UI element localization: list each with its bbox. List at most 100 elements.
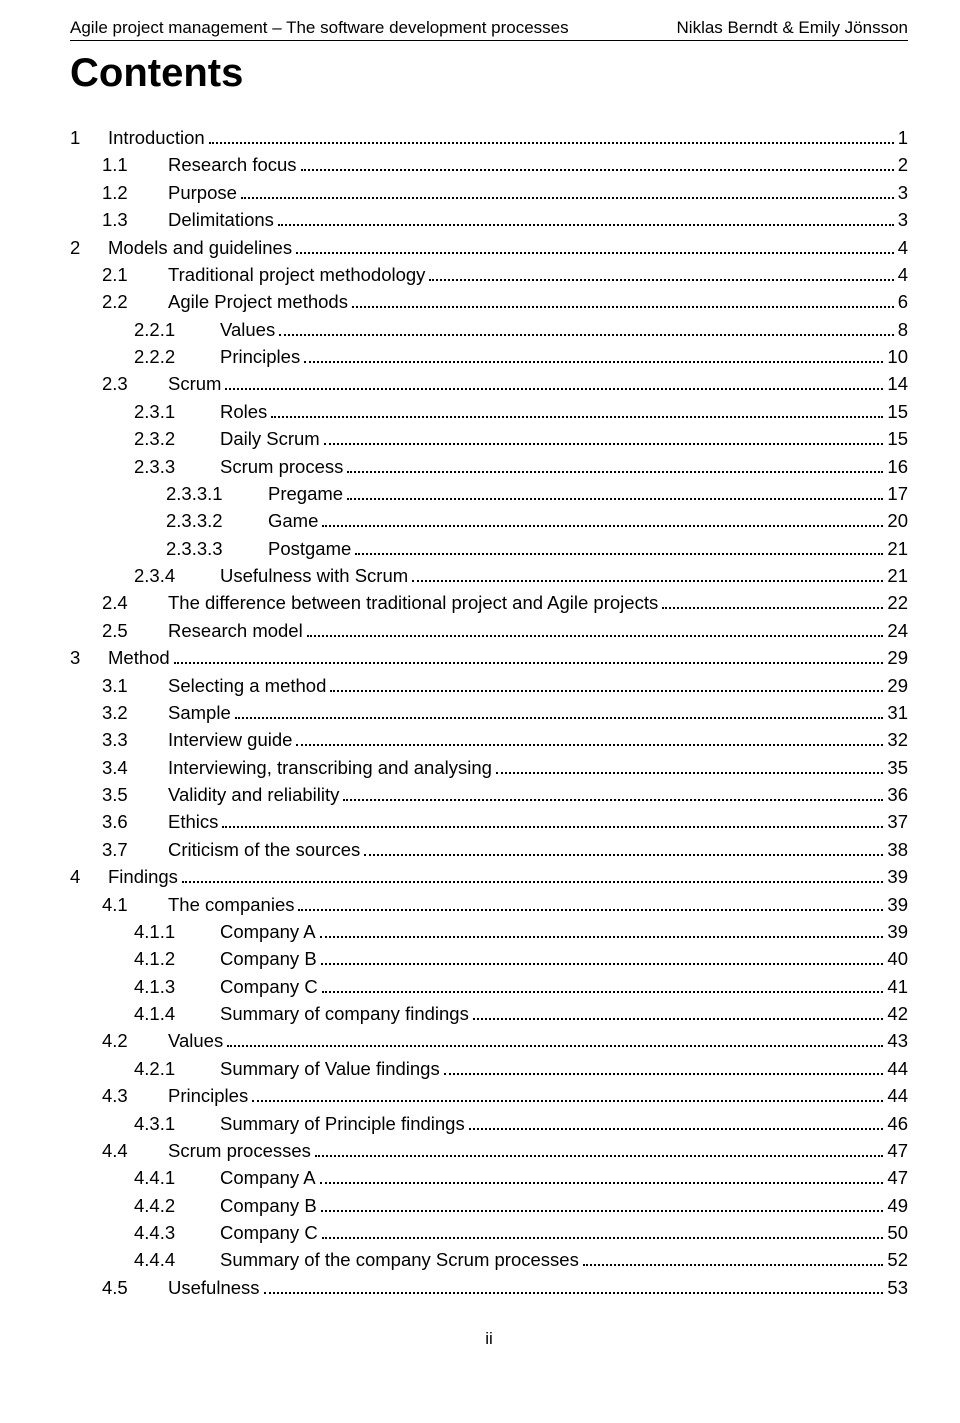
toc-entry-label: Postgame [268,535,351,562]
toc-leader-dots [320,1166,884,1185]
toc-entry-label: Method [108,644,170,671]
toc-leader-dots [278,207,894,226]
toc-entry-number: 2.3.3.2 [166,507,254,534]
toc-entry-label: Scrum [168,370,221,397]
toc-entry: 2.3.3.1Pregame17 [70,480,908,507]
toc-leader-dots [322,509,883,528]
toc-leader-dots [235,700,884,719]
toc-entry-number: 2.3.3 [134,453,206,480]
toc-entry-page: 15 [887,425,908,452]
toc-entry-page: 24 [887,617,908,644]
toc-entry-page: 29 [887,672,908,699]
toc-entry-page: 10 [887,343,908,370]
toc-entry-page: 44 [887,1082,908,1109]
toc-entry-page: 37 [887,808,908,835]
toc-entry-label: Pregame [268,480,343,507]
toc-entry-label: Values [220,316,275,343]
toc-entry-label: Research model [168,617,303,644]
toc-leader-dots [343,782,883,801]
toc-entry-number: 3.3 [102,726,154,753]
toc-entry-page: 47 [887,1164,908,1191]
toc-entry-page: 39 [887,863,908,890]
toc-entry-label: Summary of Principle findings [220,1110,465,1137]
toc-entry: 3.7Criticism of the sources38 [70,836,908,863]
toc-leader-dots [296,235,894,254]
toc-entry-label: Selecting a method [168,672,326,699]
toc-entry: 4.5Usefulness53 [70,1274,908,1301]
toc-entry-number: 4.4.4 [134,1246,206,1273]
toc-entry: 2.2.2Principles10 [70,343,908,370]
toc-entry-number: 2 [70,234,94,261]
toc-entry-page: 6 [898,288,908,315]
toc-entry: 4.1.4Summary of company findings42 [70,1000,908,1027]
toc-entry-label: Agile Project methods [168,288,348,315]
toc-leader-dots [315,1138,884,1157]
toc-leader-dots [271,399,883,418]
toc-leader-dots [222,810,883,829]
toc-entry-number: 4.1 [102,891,154,918]
toc-entry-page: 49 [887,1192,908,1219]
toc-leader-dots [182,864,883,883]
toc-entry: 2.3.4Usefulness with Scrum21 [70,562,908,589]
toc-entry-label: Ethics [168,808,218,835]
toc-leader-dots [444,1056,884,1075]
toc-entry-page: 43 [887,1027,908,1054]
toc-leader-dots [352,290,894,309]
toc-leader-dots [429,262,893,281]
toc-entry-number: 3.1 [102,672,154,699]
toc-entry-number: 1.3 [102,206,154,233]
toc-entry-page: 41 [887,973,908,1000]
toc-entry-label: Summary of Value findings [220,1055,440,1082]
toc-entry: 3.6Ethics37 [70,808,908,835]
toc-entry: 2.3.1Roles15 [70,398,908,425]
toc-entry-page: 17 [887,480,908,507]
toc-entry: 2.3Scrum14 [70,370,908,397]
toc-leader-dots [298,892,883,911]
toc-entry-page: 38 [887,836,908,863]
toc-entry: 1.1Research focus2 [70,151,908,178]
toc-entry: 4.4.4Summary of the company Scrum proces… [70,1246,908,1273]
toc-entry-page: 20 [887,507,908,534]
toc-entry: 4.2.1Summary of Value findings44 [70,1055,908,1082]
toc-entry: 4Findings39 [70,863,908,890]
toc-entry-page: 47 [887,1137,908,1164]
header-right: Niklas Berndt & Emily Jönsson [677,18,908,38]
toc-entry-label: Summary of company findings [220,1000,469,1027]
toc-entry: 4.1.2Company B40 [70,945,908,972]
toc-entry-page: 8 [898,316,908,343]
toc-entry-label: Scrum processes [168,1137,311,1164]
toc-entry: 2.3.3.3Postgame21 [70,535,908,562]
toc-leader-dots [364,837,883,856]
toc-entry-page: 4 [898,234,908,261]
toc-leader-dots [296,728,883,747]
toc-entry: 2.3.3Scrum process16 [70,453,908,480]
toc-entry: 3.3Interview guide32 [70,726,908,753]
toc-entry-page: 35 [887,754,908,781]
toc-entry: 1.3Delimitations3 [70,206,908,233]
toc-leader-dots [355,536,883,555]
toc-entry-label: Interview guide [168,726,292,753]
toc-entry-number: 1 [70,124,94,151]
page: Agile project management – The software … [0,0,960,1379]
toc-leader-dots [225,372,883,391]
toc-entry: 2Models and guidelines4 [70,234,908,261]
toc-entry: 4.4.1Company A47 [70,1164,908,1191]
toc-entry-page: 29 [887,644,908,671]
toc-entry-label: Company A [220,918,316,945]
toc-entry-label: Principles [220,343,300,370]
toc-entry-number: 4.1.1 [134,918,206,945]
toc-entry-label: Criticism of the sources [168,836,360,863]
toc-entry: 2.2Agile Project methods6 [70,288,908,315]
toc-entry: 3.5Validity and reliability36 [70,781,908,808]
toc-entry-page: 42 [887,1000,908,1027]
toc-entry-label: Validity and reliability [168,781,339,808]
toc-entry-number: 2.4 [102,589,154,616]
toc-entry: 4.1.3Company C41 [70,973,908,1000]
toc-entry: 2.2.1Values8 [70,316,908,343]
toc-entry-page: 44 [887,1055,908,1082]
toc-entry-label: Usefulness [168,1274,260,1301]
toc-entry: 1Introduction1 [70,124,908,151]
page-number-footer: ii [70,1329,908,1349]
toc-leader-dots [583,1248,884,1267]
toc-entry-label: The companies [168,891,294,918]
